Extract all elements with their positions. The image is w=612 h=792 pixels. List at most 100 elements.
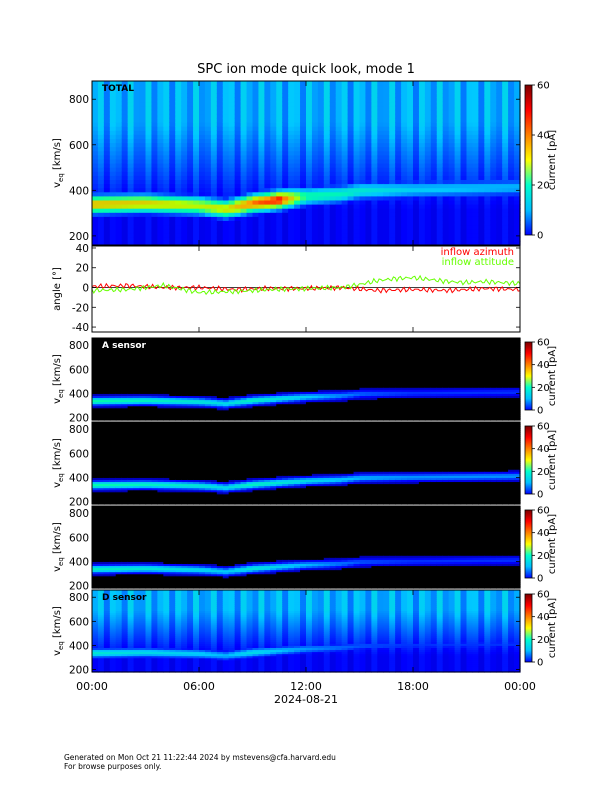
spectrogram-cell [294,405,301,409]
spectrogram-cell [317,403,325,407]
spectrogram-cell [436,154,444,160]
spectrogram-cell [127,385,135,388]
spectrogram-cell [145,117,153,123]
spectrogram-cell [282,89,289,94]
spectrogram-cell [240,385,248,388]
spectrogram-cell [222,379,230,382]
spectrogram-cell [204,171,212,176]
spectrogram-cell [311,401,319,405]
spectrogram-cell [234,366,242,370]
spectrogram-cell [103,397,111,401]
spectrogram-cell [169,352,176,355]
spectrogram-cell [163,385,170,388]
spectrogram-cell [258,352,265,355]
spectrogram-cell [306,142,313,148]
spectrogram-cell [484,191,491,197]
spectrogram-cell [163,364,170,368]
spectrogram-cell [317,236,325,242]
spectrogram-cell [187,228,194,234]
spectrogram-cell [216,413,224,417]
spectrogram-cell [222,362,230,366]
spectrogram-cell [133,376,141,380]
spectrogram-cell [234,228,242,234]
spectrogram-cell [353,348,361,351]
spectrogram-cell [442,101,450,107]
spectrogram-cell [282,350,289,353]
spectrogram-cell [222,374,230,378]
spectrogram-cell [264,85,271,90]
spectrogram-cell [502,240,509,246]
spectrogram-cell [371,409,378,413]
spectrogram-cell [115,199,123,205]
spectrogram-cell [359,130,367,135]
spectrogram-cell [484,179,491,185]
spectrogram-cell [466,163,474,168]
spectrogram-cell [157,232,164,238]
spectrogram-cell [311,362,319,366]
spectrogram-cell [383,409,390,413]
spectrogram-cell [270,122,277,127]
spectrogram-cell [371,393,378,396]
spectrogram-cell [389,130,396,135]
spectrogram-cell [258,413,265,417]
spectrogram-cell [365,179,372,185]
spectrogram-cell [353,413,361,417]
spectrogram-cell [317,409,325,413]
spectrogram-cell [109,397,117,401]
spectrogram-cell [246,356,254,360]
spectrogram-cell [92,358,99,362]
spectrogram-cell [121,187,129,193]
spectrogram-cell [276,381,283,384]
spectrogram-cell [139,97,147,103]
spectrogram-cell [311,356,319,360]
spectrogram-cell [175,409,182,413]
spectrogram-cell [341,240,349,246]
spectrogram-cell [97,228,105,234]
spectrogram-cell [276,409,283,413]
spectrogram-cell [193,389,200,392]
spectrogram-cell [341,154,349,160]
spectrogram-cell [234,195,242,201]
spectrogram-cell [145,195,153,201]
spectrogram-cell [347,204,355,209]
spectrogram-cell [121,240,129,246]
spectrogram-cell [216,142,224,148]
spectrogram-cell [252,163,260,168]
spectrogram-cell [365,383,372,386]
spectrogram-cell [448,212,456,217]
spectrogram-cell [460,220,468,226]
spectrogram-cell [234,344,242,347]
spectrogram-cell [270,415,277,419]
spectrogram-cell [169,199,176,205]
spectrogram-cell [270,374,277,378]
spectrogram-cell [252,344,260,347]
spectrogram-cell [282,134,289,139]
spectrogram-cell [264,236,271,242]
spectrogram-cell [383,356,390,360]
spectrogram-cell [478,150,485,156]
spectrogram-cell [508,126,515,131]
spectrogram-cell [121,105,129,111]
spectrogram-cell [377,364,384,368]
spectrogram-cell [234,350,242,353]
spectrogram-cell [109,368,117,372]
spectrogram-cell [347,387,355,390]
spectrogram-cell [240,142,248,148]
spectrogram-cell [389,126,396,131]
spectrogram-cell [323,395,331,399]
spectrogram-cell [341,387,349,390]
spectrogram-cell [323,344,331,347]
spectrogram-cell [246,372,254,376]
spectrogram-cell [92,397,99,401]
spectrogram-cell [193,405,200,409]
spectrogram-cell [121,134,129,139]
spectrogram-cell [365,191,372,197]
spectrogram-cell [187,220,194,226]
spectrogram-cell [389,175,396,180]
spectrogram-cell [365,411,372,415]
spectrogram-cell [413,146,420,152]
spectrogram-cell [323,411,331,415]
spectrogram-cell [359,228,367,234]
spectrogram-cell [145,220,153,226]
spectrogram-cell [502,85,509,90]
